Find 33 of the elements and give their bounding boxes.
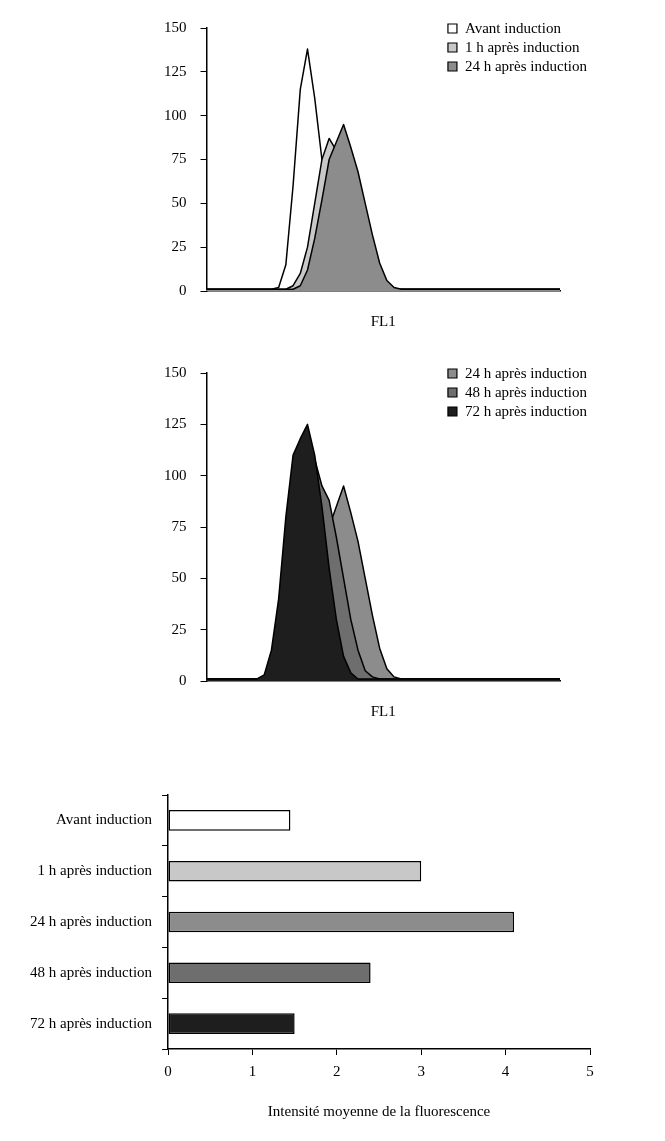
- legend-label: 72 h après induction: [464, 402, 588, 419]
- y-tick-label: 75: [171, 517, 187, 534]
- y-tick-label: 0: [179, 281, 187, 298]
- y-tick-label: 48 h après induction: [30, 963, 153, 980]
- legend-label: 24 h après induction: [464, 57, 588, 74]
- y-tick-label: 100: [164, 466, 187, 483]
- y-tick-label: 125: [164, 415, 187, 432]
- y-tick-label: 25: [171, 238, 187, 255]
- y-tick-label: 125: [164, 62, 187, 79]
- x-tick-label: 4: [501, 1062, 510, 1079]
- legend-label: 24 h après induction: [464, 364, 588, 381]
- legend-label: 48 h après induction: [464, 383, 588, 400]
- y-tick-label: 150: [164, 363, 187, 380]
- x-axis-title: Intensité moyenne de la fluorescence: [267, 1102, 491, 1119]
- x-axis-title: FL1: [370, 702, 396, 719]
- x-tick-label: 5: [586, 1062, 594, 1079]
- y-tick-label: 100: [164, 106, 187, 123]
- x-tick-label: 2: [333, 1062, 341, 1079]
- y-tick-label: 24 h après induction: [30, 912, 153, 929]
- y-tick-label: 50: [171, 569, 187, 586]
- y-tick-label: 50: [171, 194, 187, 211]
- x-tick-label: 3: [417, 1062, 425, 1079]
- y-tick-label: Avant induction: [56, 811, 153, 828]
- x-tick-label: 1: [248, 1062, 257, 1079]
- y-tick-label: 150: [164, 18, 187, 35]
- y-tick-label: 72 h après induction: [30, 1014, 153, 1031]
- y-tick-label: 1 h après induction: [37, 862, 153, 879]
- y-tick-label: 0: [179, 671, 187, 688]
- y-tick-label: 75: [171, 150, 187, 167]
- legend-label: Avant induction: [464, 19, 562, 36]
- y-tick-label: 25: [171, 620, 187, 637]
- legend-label: 1 h après induction: [464, 38, 580, 55]
- x-axis-title: FL1: [370, 312, 396, 329]
